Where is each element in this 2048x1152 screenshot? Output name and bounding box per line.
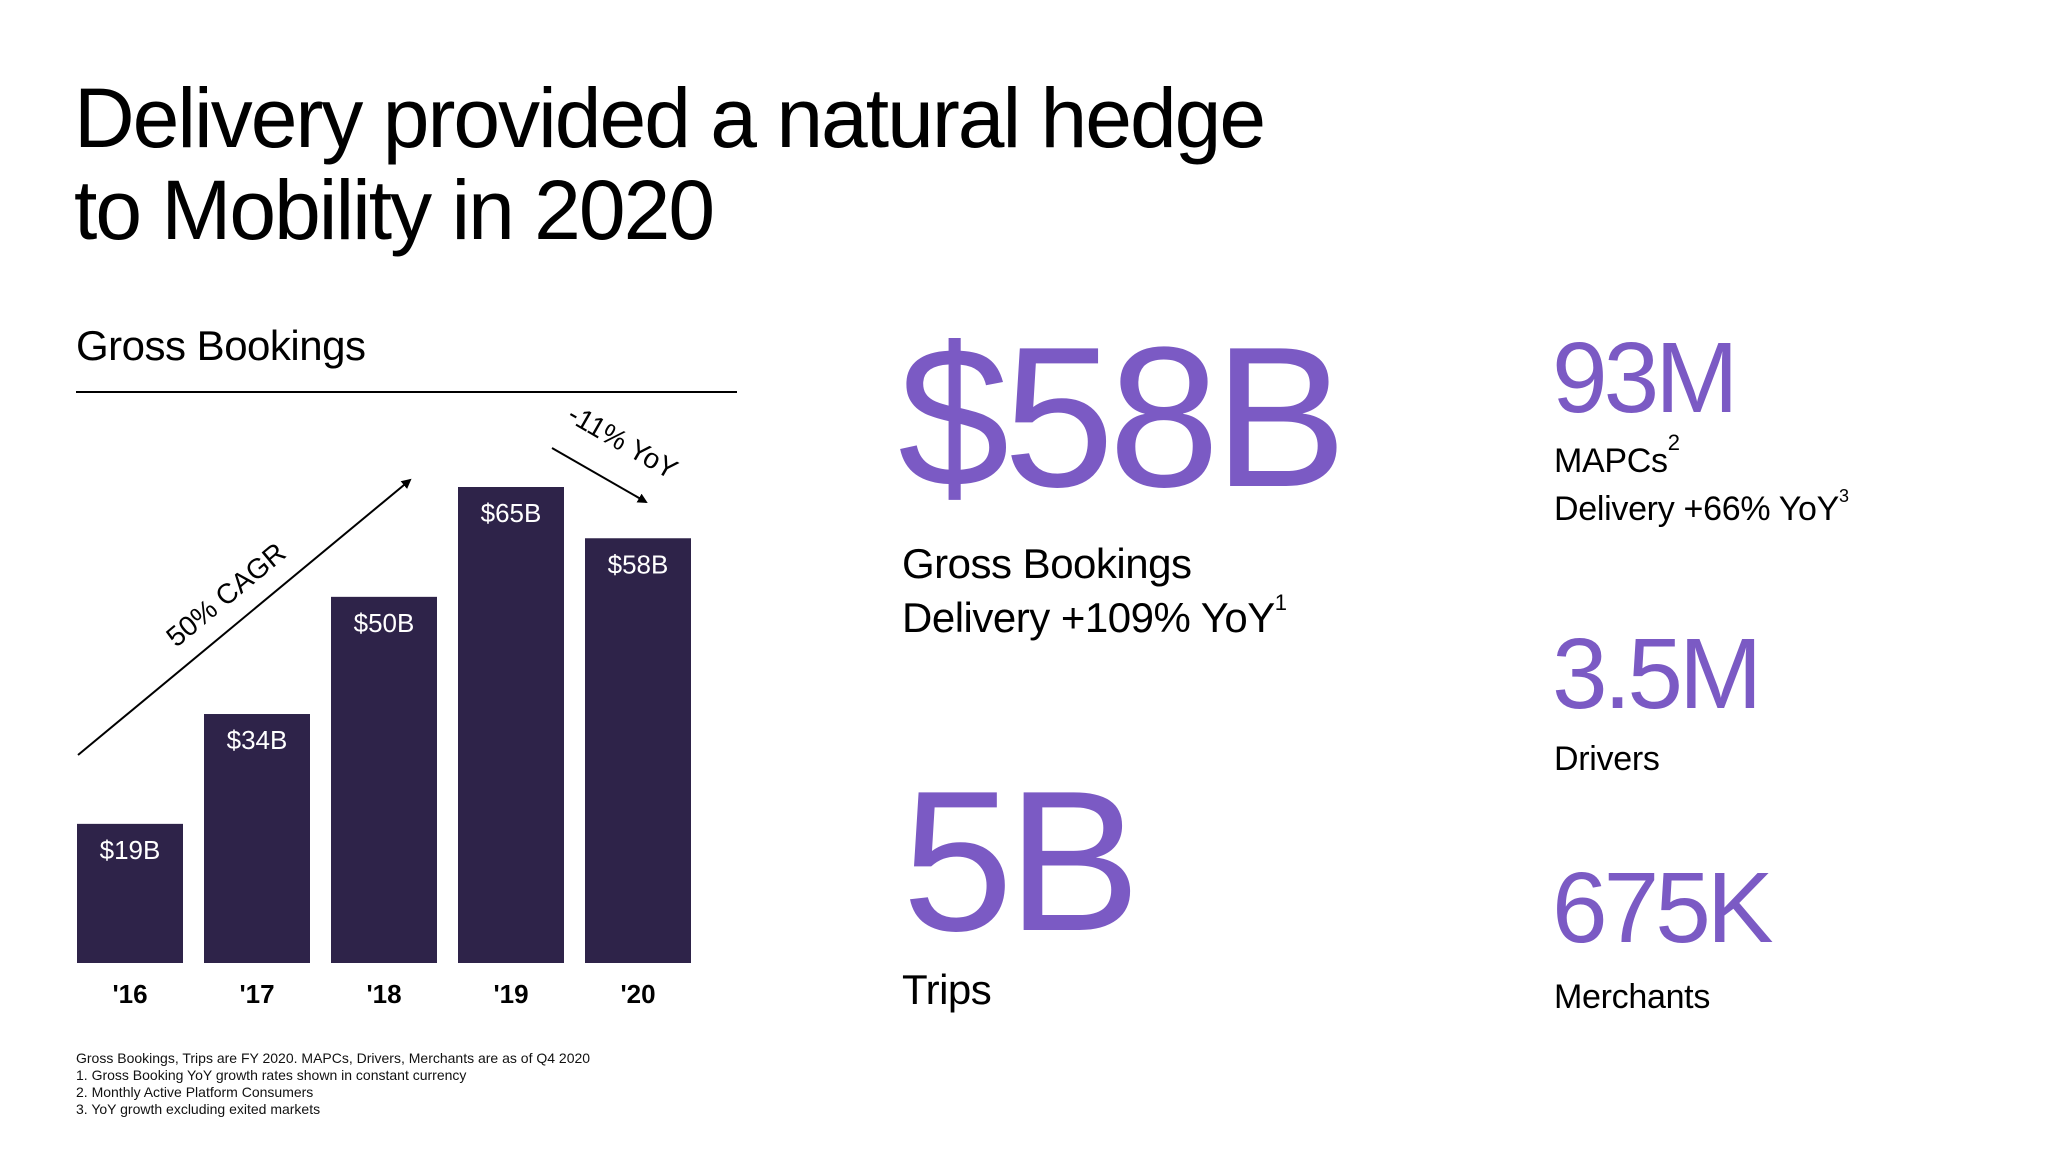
footnote-2: 2. Monthly Active Platform Consumers [76,1084,314,1100]
bar-1 [204,714,310,963]
x-tick-label-2: '18 [366,979,401,1009]
merchants-value: 675K [1552,852,1774,964]
bar-value-label-1: $34B [227,725,288,755]
gross-bookings-delivery-growth: Delivery +109% YoY1 [902,592,1287,644]
footnote-intro: Gross Bookings, Trips are FY 2020. MAPCs… [76,1050,591,1066]
gross-bookings-delivery-growth-text: Delivery +109% YoY [902,594,1275,641]
chart-title-divider [76,391,737,393]
cagr-arrow [77,478,412,756]
chart-title: Gross Bookings [76,322,366,369]
slide-title-line-2: to Mobility in 2020 [74,163,715,257]
footnote-3: 3. YoY growth excluding exited markets [76,1101,321,1117]
bar-0 [77,823,183,963]
merchants-label: Merchants [1554,978,1711,1016]
x-tick-label-1: '17 [239,979,274,1009]
mapcs-delivery-growth: Delivery +66% YoY3 [1554,486,1849,530]
footnote-ref-3: 3 [1839,486,1849,506]
x-tick-label-4: '20 [620,979,655,1009]
x-tick-label-0: '16 [112,979,147,1009]
bar-2 [331,596,437,963]
mapcs-label-text: MAPCs [1554,442,1668,480]
bar-value-label-0: $19B [100,835,161,865]
x-tick-label-3: '19 [493,979,528,1009]
bar-value-label-3: $65B [481,498,542,528]
trips-label: Trips [902,966,992,1013]
slide-title: Delivery provided a natural hedge to Mob… [74,72,1474,256]
mapcs-value: 93M [1552,322,1739,434]
yoy-annotation-label: -11% YoY [563,398,684,485]
trips-value: 5B [902,750,1141,973]
drivers-label: Drivers [1554,740,1660,778]
mapcs-delivery-growth-text: Delivery +66% YoY [1554,490,1840,528]
bar-4 [585,538,691,963]
mapcs-label: MAPCs2 [1554,432,1680,482]
footnotes: Gross Bookings, Trips are FY 2020. MAPCs… [76,1050,590,1118]
yoy-arrow [551,447,648,503]
bar-value-label-4: $58B [608,549,669,579]
bar-value-label-2: $50B [354,608,415,638]
footnote-ref-2: 2 [1667,430,1680,455]
footnote-1: 1. Gross Booking YoY growth rates shown … [76,1067,467,1083]
slide-title-line-1: Delivery provided a natural hedge [74,71,1266,165]
gross-bookings-value: $58B [898,306,1347,529]
gross-bookings-label: Gross Bookings [902,540,1192,587]
drivers-value: 3.5M [1552,618,1762,730]
footnote-ref-1: 1 [1274,590,1287,615]
bar-3 [458,487,564,963]
